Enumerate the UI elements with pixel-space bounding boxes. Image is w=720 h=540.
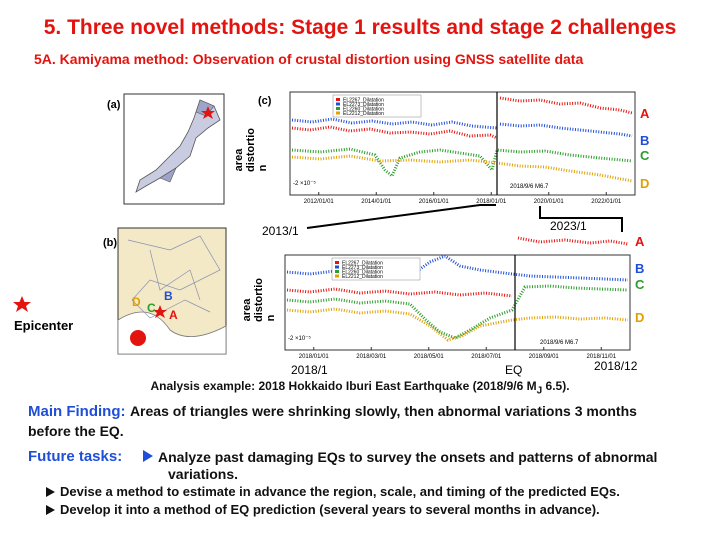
- series-scatter: [499, 122, 633, 138]
- x-tick-label: 2022/01/01: [591, 199, 622, 205]
- range-label: 2023/1: [550, 219, 587, 233]
- panel-label: (b): [103, 237, 117, 249]
- x-tick-label: 2020/01/01: [534, 199, 565, 205]
- series-label: A: [635, 234, 645, 249]
- main-finding-text: Areas of triangles were shrinking slowly…: [129, 403, 637, 419]
- y-label: distortio: [253, 278, 265, 322]
- caption-sub: J: [536, 385, 543, 397]
- legend-swatch: [335, 261, 339, 264]
- future-task: Develop it into a method of EQ predictio…: [60, 502, 600, 517]
- x-tick-label: 2018/11/01: [586, 354, 616, 360]
- main-finding-label: Main Finding:: [28, 403, 126, 420]
- subtitle: 5A. Kamiyama method: Observation of crus…: [34, 51, 584, 67]
- caption-text: Analysis example: 2018 Hokkaido Iburi Ea…: [150, 379, 537, 393]
- annotation: 2018/9/6 M6.7: [510, 184, 549, 190]
- series-label: B: [635, 261, 644, 276]
- zoom-label: EQ: [505, 363, 522, 377]
- x-tick-label: 2012/01/01: [304, 199, 335, 205]
- series-label: D: [640, 176, 649, 191]
- x-tick-label: 2018/03/01: [356, 354, 387, 360]
- epicenter-star: [201, 106, 215, 119]
- y-label: area: [241, 298, 253, 322]
- x-tick-label: 2018/01/01: [299, 354, 330, 360]
- x-tick-label: 2018/07/01: [471, 354, 502, 360]
- map-label: D: [132, 295, 141, 309]
- x-tick-label: 2018/09/01: [529, 354, 560, 360]
- series-label: D: [635, 310, 644, 325]
- legend-swatch: [336, 98, 340, 101]
- panel-label: (c): [258, 95, 272, 107]
- legend-label: EL2273_Dilatation: [342, 265, 383, 271]
- scale-label: -2 ×10⁻⁵: [288, 335, 311, 342]
- x-tick-label: 2016/01/01: [419, 199, 450, 205]
- legend-label: EL2212_Dilatation: [343, 111, 384, 117]
- zoom-label: 2018/12: [594, 359, 638, 373]
- series-scatter: [291, 125, 498, 140]
- series-scatter: [286, 307, 629, 342]
- sea: [117, 311, 227, 355]
- legend-swatch: [335, 270, 339, 273]
- legend-label: EL2260_Dilatation: [342, 270, 383, 276]
- x-tick-label: 2018/01/01: [476, 199, 507, 205]
- y-label: distortio: [245, 128, 257, 172]
- legend-box: [331, 257, 421, 281]
- bullet: [143, 450, 153, 462]
- series-label: A: [640, 106, 650, 121]
- legend-swatch: [335, 274, 339, 278]
- legend-box: [332, 94, 422, 118]
- panel-label: (a): [107, 99, 121, 111]
- zoom-line: [306, 204, 496, 229]
- bullet: [46, 505, 55, 515]
- x-tick-label: 2018/05/01: [414, 354, 445, 360]
- map-label: C: [147, 301, 156, 315]
- map-label: B: [164, 289, 173, 303]
- legend-label: EL2267_Dilatation: [342, 261, 383, 267]
- caption-end: 6.5).: [542, 379, 570, 393]
- epicenter-label: Epicenter: [14, 318, 73, 333]
- legend-label: EL2273_Dilatation: [343, 102, 384, 108]
- epicenter-star: [13, 296, 31, 312]
- legend-swatch: [335, 265, 339, 269]
- future-task: variations.: [168, 466, 239, 482]
- series-label: C: [640, 148, 650, 163]
- epicenter-star: [153, 305, 167, 318]
- series-scatter: [286, 284, 629, 340]
- range-label: 2013/1: [262, 224, 299, 238]
- series-scatter: [517, 236, 629, 246]
- legend-label: EL2267_Dilatation: [343, 98, 384, 104]
- intensity-mark: [130, 330, 146, 346]
- bullet: [46, 487, 55, 497]
- map-label: A: [169, 308, 178, 322]
- series-label: C: [635, 277, 645, 292]
- main-finding-text: before the EQ.: [28, 423, 124, 439]
- future-tasks-label: Future tasks:: [28, 448, 123, 465]
- legend-swatch: [336, 102, 340, 106]
- japan-map: [135, 99, 221, 193]
- title: 5. Three novel methods: Stage 1 results …: [43, 16, 677, 39]
- y-label: n: [265, 314, 277, 321]
- triangle-network: [127, 235, 221, 319]
- legend-label: EL2212_Dilatation: [342, 274, 383, 280]
- zoom-line: [539, 206, 623, 232]
- future-task: Devise a method to estimate in advance t…: [60, 484, 620, 499]
- zoom-label: 2018/1: [291, 363, 328, 377]
- caption: Analysis example: 2018 Hokkaido Iburi Ea…: [0, 379, 720, 396]
- series-scatter: [499, 96, 633, 115]
- main-finding: Main Finding: Areas of triangles were sh…: [28, 403, 637, 421]
- legend-label: EL2260_Dilatation: [343, 107, 384, 113]
- x-tick-label: 2014/01/01: [361, 199, 392, 205]
- annotation: 2018/9/6 M6.7: [540, 340, 579, 346]
- y-label: area: [233, 148, 245, 172]
- future-task: Analyze past damaging EQs to survey the …: [158, 449, 658, 465]
- scale-label: -2 ×10⁻⁵: [293, 180, 316, 187]
- series-label: B: [640, 133, 649, 148]
- legend-swatch: [336, 111, 340, 115]
- legend-swatch: [336, 107, 340, 110]
- y-label: n: [257, 164, 269, 171]
